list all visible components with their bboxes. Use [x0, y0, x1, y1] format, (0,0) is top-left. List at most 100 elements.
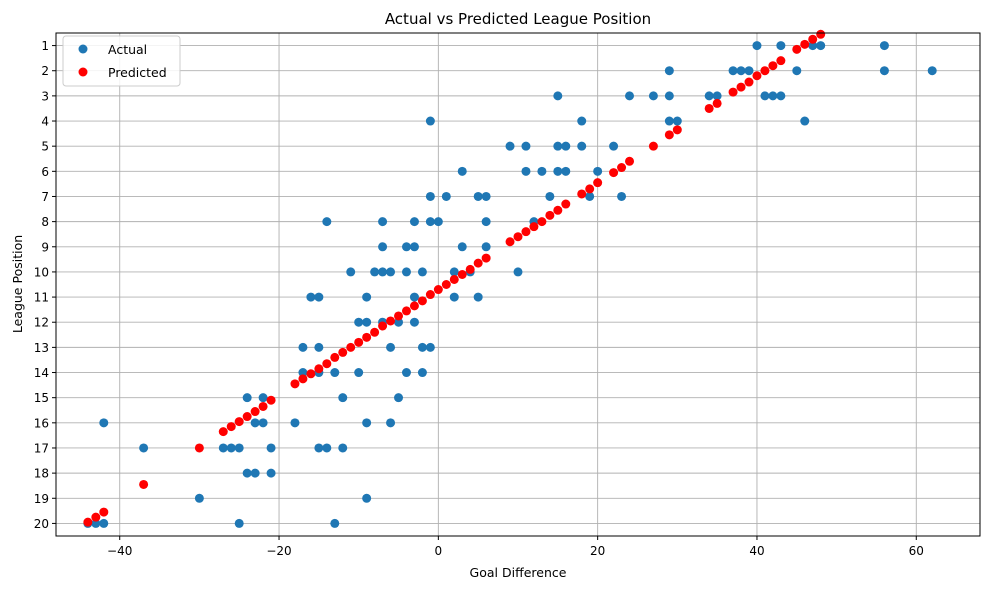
data-point-predicted: [545, 210, 555, 220]
legend-marker-predicted: [78, 67, 88, 77]
data-point-actual: [409, 217, 419, 227]
data-point-actual: [330, 368, 340, 378]
data-point-actual: [290, 418, 300, 428]
data-point-predicted: [617, 163, 627, 173]
data-point-actual: [314, 342, 324, 352]
data-point-predicted: [465, 264, 475, 274]
data-point-actual: [378, 267, 388, 277]
data-point-predicted: [672, 125, 682, 135]
data-point-predicted: [776, 56, 786, 66]
data-point-actual: [577, 116, 587, 126]
data-point-actual: [625, 91, 635, 101]
data-point-actual: [433, 217, 443, 227]
y-tick-label: 9: [41, 240, 49, 254]
data-point-predicted: [354, 337, 364, 347]
data-point-actual: [346, 267, 356, 277]
data-point-actual: [258, 418, 268, 428]
data-point-predicted: [792, 44, 802, 54]
data-point-actual: [322, 443, 332, 453]
y-tick-label: 5: [41, 140, 49, 154]
y-tick-label: 13: [34, 341, 49, 355]
data-point-actual: [417, 368, 427, 378]
data-point-actual: [194, 493, 204, 503]
data-point-predicted: [346, 342, 356, 352]
data-point-actual: [386, 267, 396, 277]
data-point-actual: [417, 342, 427, 352]
data-point-predicted: [250, 407, 260, 417]
data-point-actual: [409, 242, 419, 252]
y-tick-label: 11: [34, 291, 49, 305]
data-point-actual: [792, 66, 802, 76]
data-point-predicted: [537, 217, 547, 227]
data-point-predicted: [513, 232, 523, 242]
y-tick-label: 6: [41, 165, 49, 179]
data-point-predicted: [226, 422, 236, 432]
x-tick-label: −40: [107, 544, 132, 558]
data-point-actual: [378, 242, 388, 252]
y-tick-label: 2: [41, 64, 49, 78]
data-point-actual: [593, 166, 603, 176]
data-point-actual: [704, 91, 714, 101]
data-point-actual: [91, 518, 101, 528]
data-point-actual: [234, 443, 244, 453]
data-point-predicted: [194, 443, 204, 453]
data-point-actual: [760, 91, 770, 101]
data-point-actual: [553, 141, 563, 151]
axis-ticks: −40 −20 0 20 40 60123456789101112131415161718…: [34, 39, 924, 558]
data-point-predicted: [362, 332, 372, 342]
data-point-actual: [776, 91, 786, 101]
data-point-actual: [879, 66, 889, 76]
data-point-predicted: [99, 507, 109, 517]
data-point-actual: [449, 267, 459, 277]
data-point-actual: [266, 443, 276, 453]
data-point-actual: [561, 141, 571, 151]
data-point-predicted: [808, 34, 818, 44]
data-point-actual: [664, 91, 674, 101]
data-point-actual: [537, 166, 547, 176]
data-point-actual: [736, 66, 746, 76]
data-point-predicted: [728, 87, 738, 97]
legend-label-predicted: Predicted: [108, 65, 167, 80]
x-tick-label: −20: [266, 544, 291, 558]
data-point-actual: [481, 191, 491, 201]
data-point-predicted: [441, 280, 451, 289]
data-point-actual: [258, 393, 268, 403]
data-point-actual: [481, 217, 491, 227]
y-tick-label: 16: [34, 416, 49, 430]
data-point-actual: [800, 116, 810, 126]
data-point-actual: [816, 41, 826, 51]
data-point-predicted: [593, 178, 603, 188]
data-point-actual: [306, 292, 316, 302]
data-point-predicted: [266, 395, 276, 405]
data-point-predicted: [800, 39, 810, 49]
x-axis-label: Goal Difference: [470, 565, 567, 580]
data-point-actual: [99, 518, 109, 528]
data-point-actual: [664, 66, 674, 76]
data-point-actual: [417, 267, 427, 277]
y-tick-label: 14: [34, 366, 49, 380]
data-point-predicted: [521, 227, 531, 237]
data-point-actual: [648, 91, 658, 101]
data-point-predicted: [330, 352, 340, 362]
data-point-actual: [672, 116, 682, 126]
series-actual: [83, 41, 937, 528]
data-point-actual: [927, 66, 937, 76]
data-point-predicted: [505, 237, 515, 247]
data-point-actual: [409, 317, 419, 327]
data-point-actual: [585, 191, 595, 201]
data-point-predicted: [473, 258, 483, 268]
data-point-actual: [218, 443, 228, 453]
data-point-predicted: [553, 205, 563, 215]
data-point-predicted: [760, 66, 770, 76]
y-tick-label: 7: [41, 190, 49, 204]
data-point-predicted: [417, 296, 427, 306]
data-point-predicted: [298, 374, 308, 384]
data-point-predicted: [752, 71, 762, 81]
data-point-predicted: [322, 359, 332, 369]
y-tick-label: 1: [41, 39, 49, 53]
y-axis-label: League Position: [10, 235, 25, 333]
data-point-actual: [401, 368, 411, 378]
data-point-actual: [505, 141, 515, 151]
data-point-actual: [386, 418, 396, 428]
